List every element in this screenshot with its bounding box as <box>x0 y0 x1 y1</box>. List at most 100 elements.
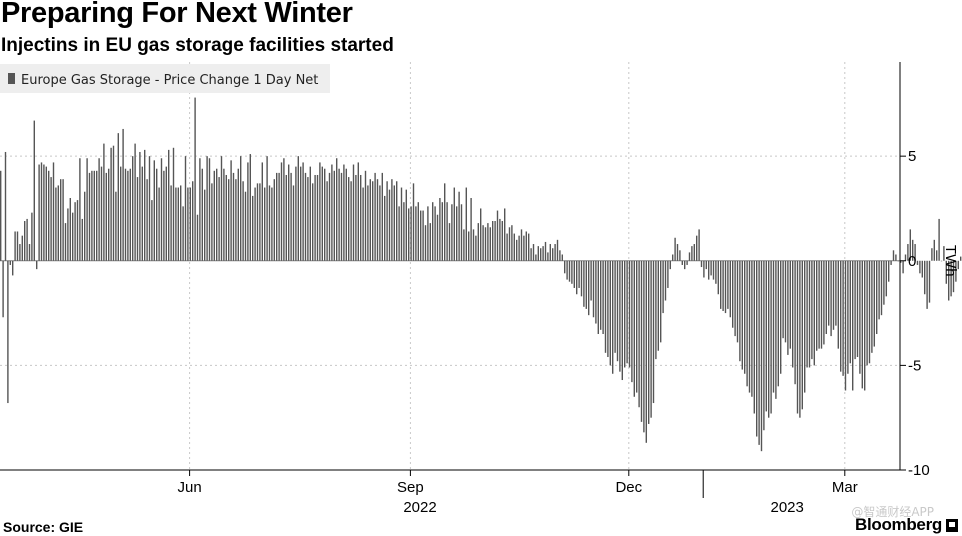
bar <box>448 223 451 261</box>
bar <box>403 202 405 261</box>
bar <box>933 239 935 261</box>
bar <box>830 260 832 337</box>
bar <box>628 260 631 368</box>
bar <box>547 252 549 261</box>
bar <box>280 162 283 261</box>
bar <box>739 260 741 362</box>
bar <box>573 260 575 288</box>
chart-subtitle: Injectins in EU gas storage facilities s… <box>1 35 394 56</box>
bar <box>705 260 707 270</box>
bar <box>220 156 223 261</box>
bar <box>67 208 69 261</box>
bar <box>729 260 731 318</box>
bar <box>552 248 554 261</box>
bar <box>112 145 115 261</box>
bar <box>907 244 909 261</box>
bar <box>847 260 849 374</box>
bar <box>204 189 206 261</box>
bar <box>36 260 38 270</box>
bar <box>4 151 7 261</box>
bar <box>357 162 359 261</box>
bar <box>888 260 890 282</box>
bar <box>62 179 64 261</box>
bar <box>0 170 2 261</box>
bar <box>475 235 477 261</box>
bar <box>249 154 251 261</box>
bar <box>782 260 784 339</box>
bar <box>192 181 194 261</box>
bar <box>187 187 189 261</box>
bar <box>393 185 395 261</box>
bar <box>218 177 220 261</box>
bar <box>105 172 107 261</box>
bar <box>876 260 878 334</box>
bar <box>290 172 292 261</box>
bar <box>422 210 424 261</box>
bar <box>501 221 503 261</box>
bar <box>556 239 559 261</box>
bar <box>163 170 165 261</box>
bar <box>64 223 67 261</box>
bar <box>758 260 760 445</box>
bar <box>429 223 431 261</box>
bar <box>604 260 607 353</box>
bar <box>528 233 530 261</box>
bar <box>441 202 443 261</box>
bar <box>156 168 158 261</box>
bar <box>650 260 652 418</box>
bar <box>768 260 770 418</box>
x-tick-label: Mar <box>832 479 858 496</box>
bar <box>9 260 11 265</box>
y-axis-title: TWh <box>942 245 959 277</box>
bar <box>489 227 491 261</box>
bar <box>458 191 460 261</box>
bar <box>674 237 676 261</box>
bar <box>564 260 566 274</box>
bar <box>698 229 700 261</box>
bar <box>360 174 362 261</box>
bar <box>852 260 854 391</box>
bar <box>408 208 410 261</box>
bar <box>864 260 866 391</box>
terminal-icon <box>946 518 958 532</box>
bar <box>960 256 962 261</box>
bar <box>240 156 242 261</box>
bar <box>571 260 573 284</box>
bar <box>796 260 799 414</box>
bar <box>794 260 796 385</box>
bar <box>952 260 955 293</box>
bar <box>472 229 475 261</box>
bar <box>110 147 112 261</box>
bar <box>396 181 398 261</box>
bar <box>208 158 211 261</box>
bar <box>153 160 155 261</box>
bar <box>549 244 551 261</box>
bar <box>463 229 465 261</box>
bar <box>38 164 40 261</box>
bar <box>592 260 595 318</box>
bar <box>151 200 153 261</box>
bar <box>273 179 275 261</box>
bar <box>343 164 345 261</box>
bar <box>470 198 472 261</box>
bar <box>835 260 837 326</box>
bar <box>165 166 167 261</box>
bar <box>720 260 722 309</box>
bar <box>292 185 295 261</box>
bar <box>744 260 746 374</box>
bar <box>480 208 482 261</box>
bar <box>648 260 650 424</box>
legend-label: Europe Gas Storage - Price Change 1 Day … <box>21 73 318 88</box>
bar <box>816 260 818 351</box>
bar <box>672 254 674 261</box>
bar <box>52 162 55 261</box>
bar <box>955 260 957 282</box>
bar <box>136 177 139 261</box>
bar <box>160 158 163 261</box>
bar <box>902 260 904 274</box>
bar <box>88 172 91 261</box>
y-tick-label: -10 <box>908 462 930 479</box>
bar <box>120 166 122 261</box>
bar <box>283 158 285 261</box>
bar <box>499 218 501 261</box>
